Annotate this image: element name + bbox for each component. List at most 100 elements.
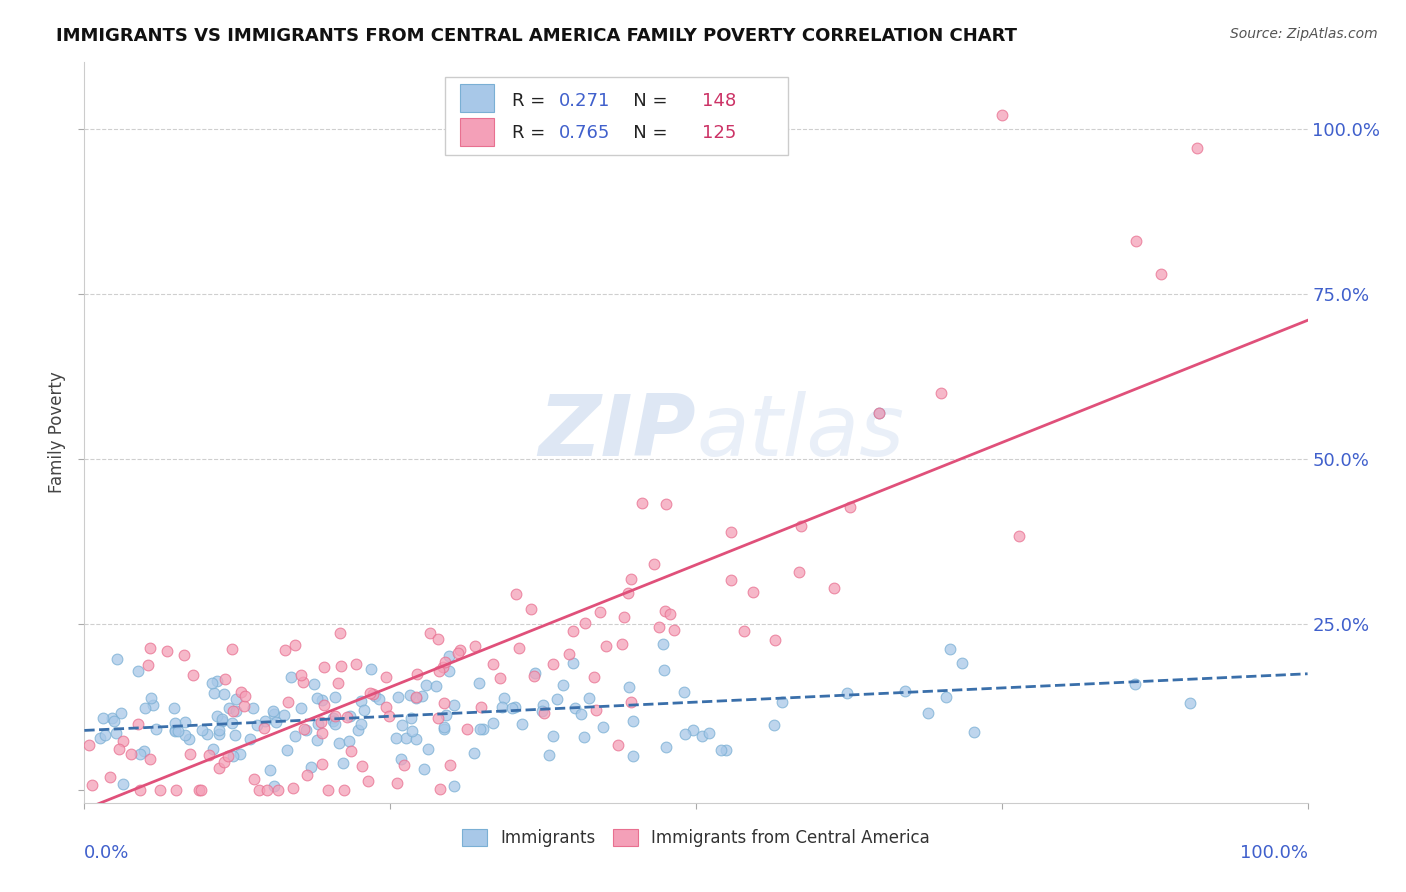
Text: 0.765: 0.765 bbox=[560, 124, 610, 142]
Point bbox=[503, 699, 526, 714]
Point bbox=[205, 708, 228, 723]
Point bbox=[302, 677, 325, 691]
Point bbox=[583, 670, 606, 684]
Point bbox=[463, 746, 485, 760]
Point bbox=[191, 723, 214, 737]
Point bbox=[339, 709, 361, 723]
Point bbox=[385, 731, 408, 745]
Point bbox=[991, 108, 1014, 122]
Point bbox=[225, 705, 247, 719]
Point bbox=[537, 748, 560, 763]
Point bbox=[222, 749, 245, 764]
Point bbox=[205, 674, 228, 689]
Point bbox=[165, 782, 187, 797]
Point bbox=[127, 664, 149, 678]
Point bbox=[399, 711, 422, 725]
FancyBboxPatch shape bbox=[460, 118, 494, 146]
Point bbox=[346, 723, 368, 737]
Point bbox=[221, 642, 243, 657]
Point bbox=[322, 714, 344, 728]
Point bbox=[564, 701, 586, 715]
Point bbox=[501, 701, 523, 715]
Point bbox=[350, 694, 373, 708]
Point bbox=[77, 738, 100, 752]
Point bbox=[592, 720, 614, 734]
Point bbox=[198, 748, 221, 763]
Point bbox=[491, 699, 513, 714]
Text: ZIP: ZIP bbox=[538, 391, 696, 475]
Text: R =: R = bbox=[513, 124, 551, 142]
FancyBboxPatch shape bbox=[460, 84, 494, 112]
Point bbox=[621, 714, 644, 729]
Point bbox=[427, 664, 450, 678]
Point bbox=[433, 720, 456, 734]
Point bbox=[112, 734, 135, 748]
Point bbox=[336, 710, 359, 724]
Point bbox=[411, 690, 433, 704]
Point bbox=[217, 748, 239, 763]
Point bbox=[305, 732, 328, 747]
Point bbox=[772, 695, 794, 709]
Point bbox=[322, 711, 344, 725]
Point bbox=[309, 715, 332, 730]
Point bbox=[105, 652, 128, 666]
Point bbox=[655, 497, 678, 511]
Point bbox=[470, 700, 492, 714]
Point bbox=[139, 690, 162, 705]
Text: atlas: atlas bbox=[696, 391, 904, 475]
Point bbox=[541, 729, 564, 743]
Point bbox=[432, 660, 454, 674]
Point bbox=[595, 639, 617, 653]
Point bbox=[82, 778, 104, 792]
Point bbox=[437, 648, 460, 663]
Text: 100.0%: 100.0% bbox=[1240, 844, 1308, 862]
Point bbox=[105, 726, 128, 740]
Point bbox=[950, 656, 973, 670]
Point bbox=[387, 690, 409, 704]
Point bbox=[173, 648, 195, 662]
Point bbox=[212, 687, 235, 701]
Point bbox=[103, 714, 125, 728]
Point bbox=[110, 706, 132, 721]
Point bbox=[389, 752, 412, 766]
Point bbox=[742, 585, 765, 599]
Point bbox=[613, 609, 636, 624]
Point bbox=[416, 741, 439, 756]
Point bbox=[242, 701, 264, 715]
Text: 148: 148 bbox=[702, 92, 737, 110]
Point bbox=[165, 724, 187, 739]
Point bbox=[427, 711, 450, 725]
Point bbox=[311, 726, 333, 740]
Point bbox=[654, 740, 676, 755]
Point bbox=[470, 723, 492, 737]
Text: IMMIGRANTS VS IMMIGRANTS FROM CENTRAL AMERICA FAMILY POVERTY CORRELATION CHART: IMMIGRANTS VS IMMIGRANTS FROM CENTRAL AM… bbox=[56, 27, 1017, 45]
Point bbox=[631, 496, 654, 510]
Y-axis label: Family Poverty: Family Poverty bbox=[48, 372, 66, 493]
Point bbox=[332, 756, 354, 770]
Point bbox=[720, 524, 742, 539]
Point bbox=[307, 690, 329, 705]
Point bbox=[1008, 528, 1031, 542]
Point bbox=[643, 557, 665, 571]
Point bbox=[145, 722, 167, 736]
Point bbox=[405, 691, 427, 706]
Point bbox=[163, 715, 186, 730]
Point bbox=[464, 639, 486, 653]
Point bbox=[360, 662, 382, 676]
Point bbox=[765, 633, 787, 648]
Point bbox=[211, 714, 233, 729]
Point bbox=[482, 657, 505, 671]
Point bbox=[367, 691, 389, 706]
Point bbox=[344, 657, 367, 672]
Point bbox=[401, 723, 423, 738]
Point bbox=[229, 684, 252, 698]
Text: N =: N = bbox=[616, 124, 673, 142]
Point bbox=[561, 624, 583, 638]
Point bbox=[111, 777, 134, 791]
Text: Source: ZipAtlas.com: Source: ZipAtlas.com bbox=[1230, 27, 1378, 41]
Point bbox=[188, 782, 211, 797]
Point bbox=[391, 718, 413, 732]
Point bbox=[179, 731, 201, 746]
Point bbox=[733, 624, 755, 638]
Point bbox=[720, 574, 742, 588]
